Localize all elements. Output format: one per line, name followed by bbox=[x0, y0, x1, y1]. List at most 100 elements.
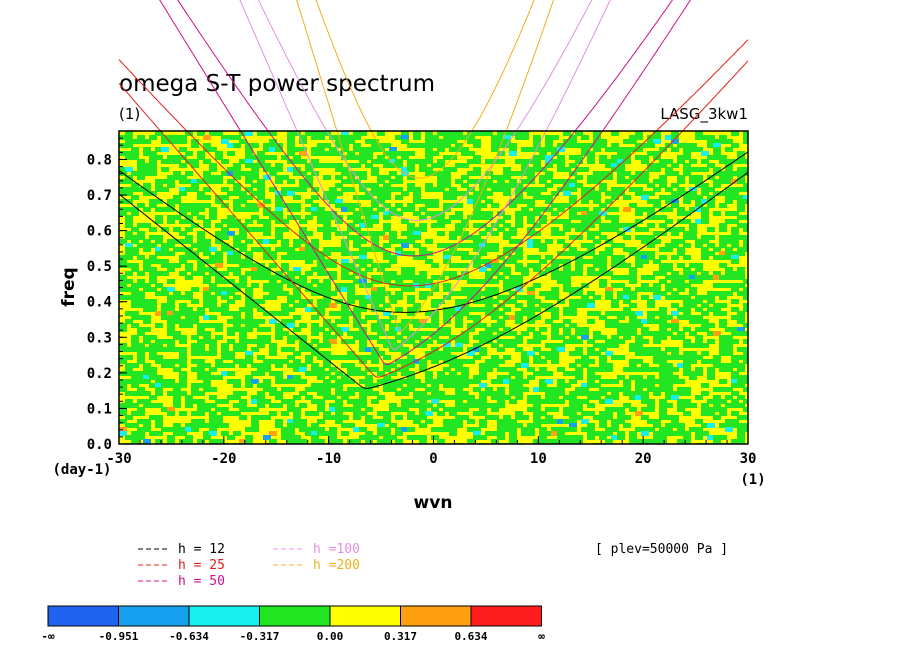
heatmap-cell bbox=[533, 315, 541, 320]
heatmap-cell bbox=[257, 191, 265, 196]
heatmap-cell bbox=[629, 135, 637, 140]
heatmap-cell bbox=[629, 435, 637, 440]
heatmap-cell bbox=[197, 323, 205, 328]
heatmap-cell bbox=[563, 131, 571, 136]
heatmap-cell bbox=[527, 299, 535, 304]
heatmap-cell bbox=[659, 355, 667, 360]
heatmap-cell bbox=[257, 319, 265, 324]
heatmap-cell bbox=[341, 203, 349, 208]
heatmap-cell bbox=[149, 151, 157, 156]
heatmap-cell bbox=[611, 275, 619, 280]
heatmap-cell bbox=[233, 199, 241, 204]
heatmap-cell bbox=[509, 315, 517, 320]
heatmap-cell bbox=[515, 183, 523, 188]
heatmap-cell bbox=[191, 211, 199, 216]
heatmap-cell bbox=[731, 227, 739, 232]
heatmap-cell bbox=[335, 175, 343, 180]
heatmap-cell bbox=[737, 315, 745, 320]
heatmap-cell bbox=[527, 171, 535, 176]
heatmap-cell bbox=[581, 207, 589, 212]
heatmap-cell bbox=[695, 295, 703, 300]
heatmap-cell bbox=[587, 175, 595, 180]
heatmap-cell bbox=[281, 359, 289, 364]
heatmap-cell bbox=[467, 291, 475, 296]
heatmap-cell bbox=[383, 363, 391, 368]
heatmap-cell bbox=[377, 187, 385, 192]
heatmap-cell bbox=[335, 379, 343, 384]
heatmap-cell bbox=[221, 171, 229, 176]
heatmap-cell bbox=[377, 319, 385, 324]
heatmap-cell bbox=[431, 335, 439, 340]
heatmap-cell bbox=[443, 427, 451, 432]
heatmap-cell bbox=[581, 147, 589, 152]
heatmap-cell bbox=[227, 411, 235, 416]
heatmap-cell bbox=[443, 175, 451, 180]
heatmap-cell bbox=[293, 363, 301, 368]
heatmap-cell bbox=[233, 391, 241, 396]
heatmap-cell bbox=[611, 263, 619, 268]
heatmap-cell bbox=[485, 359, 493, 364]
heatmap-cell bbox=[371, 299, 379, 304]
heatmap-cell bbox=[299, 379, 307, 384]
heatmap-cell bbox=[143, 399, 151, 404]
heatmap-cell bbox=[539, 327, 547, 332]
heatmap-cell bbox=[443, 383, 451, 388]
heatmap-cell bbox=[611, 319, 619, 324]
heatmap-cell bbox=[257, 195, 265, 200]
heatmap-cell bbox=[635, 339, 643, 344]
heatmap-cell bbox=[419, 215, 427, 220]
heatmap-cell bbox=[359, 275, 367, 280]
heatmap-cell bbox=[197, 267, 205, 272]
heatmap-cell bbox=[605, 323, 613, 328]
heatmap-cell bbox=[641, 383, 649, 388]
heatmap-cell bbox=[605, 147, 613, 152]
heatmap-cell bbox=[581, 143, 589, 148]
heatmap-cell bbox=[245, 187, 253, 192]
heatmap-cell bbox=[539, 291, 547, 296]
heatmap-cell bbox=[287, 375, 295, 380]
heatmap-cell bbox=[533, 299, 541, 304]
heatmap-cell bbox=[221, 303, 229, 308]
heatmap-cell bbox=[641, 407, 649, 412]
heatmap-cell bbox=[407, 271, 415, 276]
heatmap-cell bbox=[467, 255, 475, 260]
heatmap-cell bbox=[629, 139, 637, 144]
heatmap-cell bbox=[587, 435, 595, 440]
heatmap-cell bbox=[275, 331, 283, 336]
heatmap-cell bbox=[167, 267, 175, 272]
heatmap-cell bbox=[407, 251, 415, 256]
heatmap-cell bbox=[443, 255, 451, 260]
heatmap-cell bbox=[605, 339, 613, 344]
heatmap-cell bbox=[377, 307, 385, 312]
heatmap-cell bbox=[521, 267, 529, 272]
heatmap-cell bbox=[701, 411, 709, 416]
heatmap-cell bbox=[671, 347, 679, 352]
heatmap-cell bbox=[647, 275, 655, 280]
heatmap-cell bbox=[713, 387, 721, 392]
heatmap-cell bbox=[689, 375, 697, 380]
heatmap-cell bbox=[509, 255, 517, 260]
heatmap-cell bbox=[335, 415, 343, 420]
heatmap-cell bbox=[659, 371, 667, 376]
heatmap-cell bbox=[605, 207, 613, 212]
heatmap-cell bbox=[503, 167, 511, 172]
heatmap-cell bbox=[209, 299, 217, 304]
heatmap-cell bbox=[665, 295, 673, 300]
heatmap-cell bbox=[395, 239, 403, 244]
heatmap-cell bbox=[443, 331, 451, 336]
heatmap-cell bbox=[743, 375, 748, 380]
heatmap-cell bbox=[407, 319, 415, 324]
heatmap-cell bbox=[713, 439, 721, 444]
heatmap-cell bbox=[395, 383, 403, 388]
heatmap-cell bbox=[593, 383, 601, 388]
heatmap-cell bbox=[707, 399, 715, 404]
heatmap-cell bbox=[701, 295, 709, 300]
heatmap-cell bbox=[245, 379, 253, 384]
heatmap-cell bbox=[413, 143, 421, 148]
heatmap-cell bbox=[491, 175, 499, 180]
heatmap-cell bbox=[179, 187, 187, 192]
heatmap-cell bbox=[659, 311, 667, 316]
heatmap-cell bbox=[605, 387, 613, 392]
heatmap-cell bbox=[509, 439, 517, 444]
heatmap-cell bbox=[695, 179, 703, 184]
